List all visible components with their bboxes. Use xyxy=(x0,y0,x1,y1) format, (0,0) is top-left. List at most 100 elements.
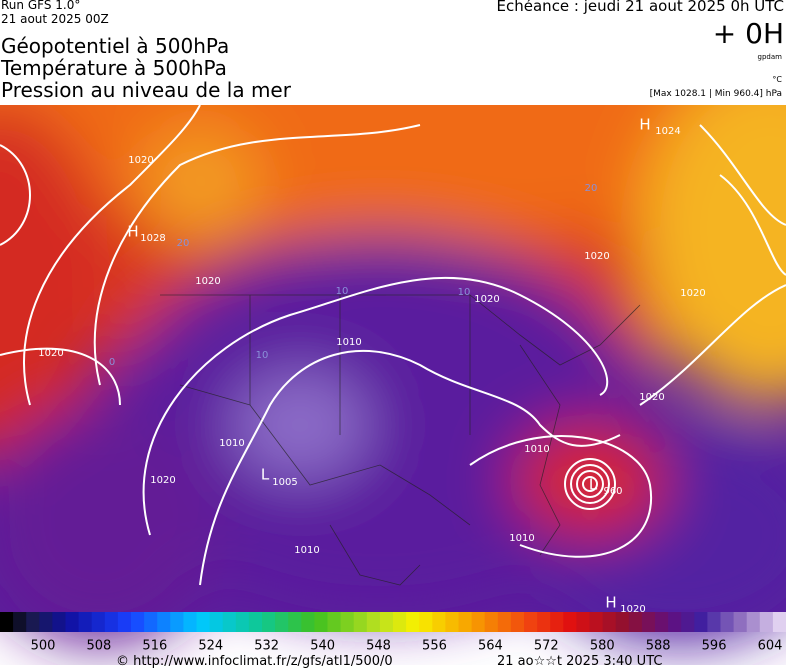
colorbar-swatch xyxy=(720,612,735,632)
colorbar-swatch xyxy=(157,612,171,632)
run: Run GFS 1.0° xyxy=(1,0,81,12)
colorbar-swatch xyxy=(222,612,237,632)
colorbar-swatch xyxy=(746,612,761,632)
map-label: 10 xyxy=(336,286,349,297)
map-label: H xyxy=(127,223,138,241)
colorbar-swatch xyxy=(196,612,211,632)
title: Température à 500hPa xyxy=(1,56,227,80)
colorbar-swatch xyxy=(235,612,250,632)
colorbar-label: 604 xyxy=(758,639,783,653)
offset: + 0H xyxy=(712,17,784,50)
colorbar-swatch xyxy=(248,612,263,632)
colorbar-label: 588 xyxy=(646,639,671,653)
map-label: 1020 xyxy=(680,288,705,299)
colorbar-swatch xyxy=(340,612,355,632)
colorbar-swatch xyxy=(668,612,682,632)
colorbar-label: 564 xyxy=(478,639,503,653)
colorbar-swatch xyxy=(117,612,132,632)
colorbar-swatch xyxy=(52,612,66,632)
colorbar-swatch xyxy=(301,612,315,632)
colorbar-swatch xyxy=(353,612,368,632)
colorbar-swatch xyxy=(694,612,708,632)
colorbar-swatch xyxy=(65,612,80,632)
title: Géopotentiel à 500hPa xyxy=(1,34,230,58)
map-label: H xyxy=(639,116,650,134)
colorbar-swatch xyxy=(602,612,617,632)
colorbar-label: 500 xyxy=(31,639,56,653)
isobars xyxy=(0,105,786,586)
map-label: 1020 xyxy=(620,604,645,615)
colorbar-swatch xyxy=(510,612,525,632)
colorbar-swatch xyxy=(91,612,106,632)
map-label: 1028 xyxy=(140,233,165,244)
colorbar-label: 524 xyxy=(198,639,223,653)
colorbar-swatch xyxy=(628,612,643,632)
colorbar-swatch xyxy=(772,612,786,632)
map-label: 1010 xyxy=(219,438,244,449)
colorbar-swatch xyxy=(550,612,564,632)
colorbar-swatch xyxy=(733,612,748,632)
colorbar-swatch xyxy=(393,612,407,632)
map-label: 1020 xyxy=(474,294,499,305)
map-label: 1010 xyxy=(336,337,361,348)
unit: gpdam xyxy=(757,53,782,61)
colorbar-swatch xyxy=(327,612,342,632)
map-label: 1005 xyxy=(272,477,297,488)
colorbar-label: 556 xyxy=(422,639,447,653)
map-label: 1020 xyxy=(128,155,153,166)
colorbar-swatch xyxy=(589,612,604,632)
colorbar-swatch xyxy=(288,612,302,632)
colorbar-swatch xyxy=(641,612,656,632)
colorbar-swatch xyxy=(655,612,669,632)
colorbar-swatch xyxy=(497,612,512,632)
map-label: 1010 xyxy=(524,444,549,455)
colorbar-label: 548 xyxy=(366,639,391,653)
colorbar-swatch xyxy=(419,612,433,632)
colorbar-label: 540 xyxy=(310,639,335,653)
colorbar-swatch xyxy=(78,612,93,632)
run-date: 21 aout 2025 00Z xyxy=(1,12,109,26)
colorbar-swatch xyxy=(576,612,590,632)
map-label: H xyxy=(605,594,616,612)
map-label: 1010 xyxy=(294,545,319,556)
map-label: 960 xyxy=(603,486,622,497)
forecast: Echéance : jeudi 21 aout 2025 0h UTC xyxy=(496,0,784,15)
borders xyxy=(160,294,641,586)
colorbar-label: 532 xyxy=(254,639,279,653)
colorbar-swatch xyxy=(262,612,276,632)
map-label: 20 xyxy=(177,238,190,249)
colorbar-label: 516 xyxy=(142,639,167,653)
colorbar-swatch xyxy=(209,612,224,632)
colorbar-swatch xyxy=(458,612,473,632)
map-label: L xyxy=(589,476,598,494)
colorbar: 500 508 516 524 532 540 548 556 564 572 580 588 596 6… xyxy=(0,612,786,652)
colorbar-swatch xyxy=(379,612,394,632)
map-label: 1020 xyxy=(150,475,175,486)
temperature-field xyxy=(0,105,786,645)
title: Pression au niveau de la mer xyxy=(1,78,291,102)
unit: °C xyxy=(772,75,782,84)
colorbar-swatch xyxy=(275,612,289,632)
colorbar-swatch xyxy=(615,612,630,632)
map-label: 1020 xyxy=(195,276,220,287)
colorbar-swatch xyxy=(681,612,695,632)
colorbar-swatch xyxy=(524,612,538,632)
footer-timestamp: 21 ao☆☆t 2025 3:40 UTC xyxy=(497,654,663,669)
colorbar-label: 596 xyxy=(702,639,727,653)
colorbar-swatch xyxy=(707,612,721,632)
range: [Max 1028.1 | Min 960.4] hPa xyxy=(649,89,782,99)
map-label: 1020 xyxy=(38,348,63,359)
colorbar-swatch xyxy=(144,612,158,632)
colorbar-swatch xyxy=(537,612,551,632)
colorbar-swatch xyxy=(39,612,53,632)
colorbar-swatch xyxy=(26,612,40,632)
colorbar-label: 580 xyxy=(590,639,615,653)
map-label: L xyxy=(261,466,270,484)
colorbar-swatch xyxy=(563,612,577,632)
colorbar-swatch xyxy=(432,612,446,632)
colorbar-label: 508 xyxy=(87,639,112,653)
map-label: 1020 xyxy=(584,251,609,262)
colorbar-swatch xyxy=(366,612,381,632)
